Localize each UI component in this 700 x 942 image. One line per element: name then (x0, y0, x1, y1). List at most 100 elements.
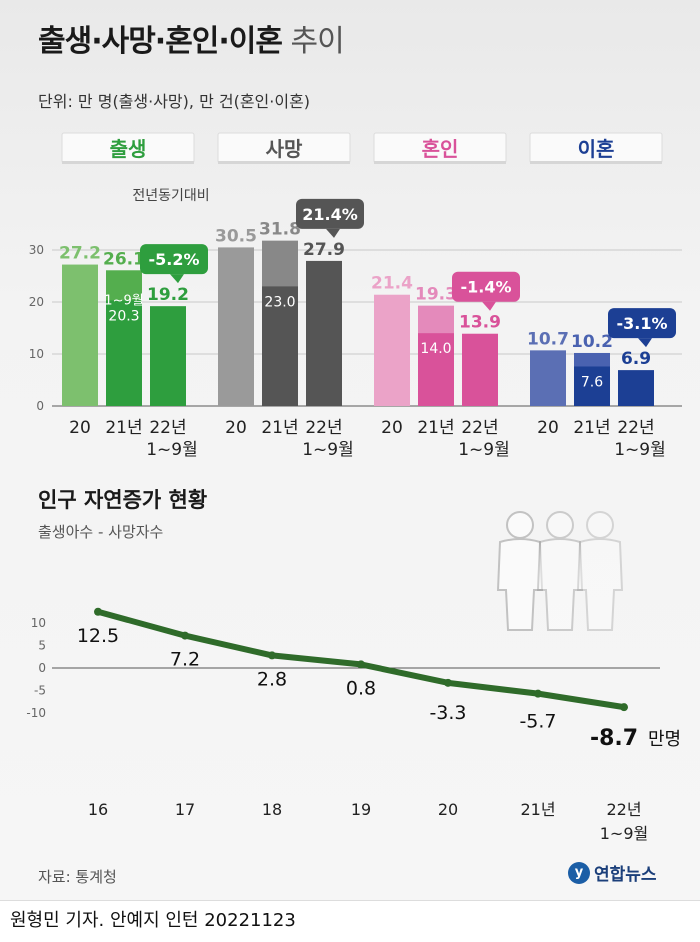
x-tick-label: 21년 (417, 418, 454, 438)
data-label: 12.5 (77, 625, 119, 647)
change-bubble (452, 271, 520, 302)
y-tick-label: 0 (38, 661, 46, 675)
change-bubble (296, 198, 364, 229)
x-tick-label: 20 (537, 418, 559, 438)
bar-sub-label: 23.0 (264, 294, 295, 310)
credit-line: 원형민 기자. 안예지 인턴 20221123 (10, 910, 296, 931)
data-label: 0.8 (346, 677, 376, 699)
group-header-label: 사망 (266, 137, 303, 161)
x-tick-label: 18 (262, 800, 282, 819)
y-tick-label: 10 (29, 347, 44, 361)
data-point (268, 651, 276, 660)
data-label: -8.7 (590, 726, 638, 751)
data-point (620, 703, 628, 712)
data-point (444, 678, 452, 687)
x-tick-label: 21년 (520, 800, 555, 819)
data-point (94, 607, 102, 616)
change-bubble-pointer (482, 301, 496, 311)
x-tick-label: 22년 (617, 418, 654, 438)
group-header-label: 이혼 (578, 137, 615, 161)
x-tick-label: 19 (351, 800, 371, 819)
group-header-label: 출생 (110, 137, 147, 161)
group-header-shadow (218, 161, 350, 164)
page-title: 출생·사망·혼인·이혼 추이 (38, 16, 345, 60)
bar-sub-caption: 1~9월 (104, 293, 143, 308)
data-label: 2.8 (257, 668, 287, 690)
change-label: 21.4% (302, 205, 358, 224)
bar-sub (262, 286, 298, 406)
bar (374, 294, 410, 406)
data-label: 7.2 (170, 649, 200, 671)
x-tick-label: 1~9월 (146, 440, 198, 460)
x-tick-label: 16 (88, 800, 108, 819)
bar-value-label: 21.4 (371, 274, 413, 294)
bar-sub-label: 20.3 (108, 308, 139, 324)
line-chart-ylabel: 출생아수 - 사망자수 (38, 523, 163, 541)
data-label: -3.3 (429, 702, 466, 724)
change-label: -5.2% (148, 250, 199, 269)
group-header-shadow (374, 161, 506, 164)
line-chart-title: 인구 자연증가 현황 (38, 488, 207, 512)
people-icon (496, 511, 544, 631)
group-header-label: 혼인 (422, 137, 459, 161)
x-tick-label: 20 (438, 800, 458, 819)
bar-chart: 0102030출생27.22020.31~9월26.121년19.222년1~9… (29, 132, 682, 460)
y-tick-label: 30 (29, 243, 44, 257)
x-tick-label: 22년 (461, 418, 498, 438)
y-tick-label: 0 (36, 399, 44, 413)
group-header-shadow (62, 161, 194, 164)
data-point (357, 660, 365, 669)
y-tick-label: 5 (38, 639, 46, 653)
yonhap-logo: y 연합뉴스 (568, 860, 657, 885)
bar-sub (574, 366, 610, 406)
x-tick-label: 1~9월 (600, 824, 649, 843)
yoy-caption: 전년동기대비 (132, 188, 209, 204)
bar-sub-label: 7.6 (581, 374, 603, 390)
data-label-unit: 만명 (648, 729, 681, 750)
x-tick-label: 17 (175, 800, 195, 819)
bar-value-label: 27.9 (303, 240, 345, 260)
data-point (534, 689, 542, 698)
y-tick-label: -5 (34, 684, 46, 698)
bar-value-label: 27.2 (59, 244, 101, 264)
source-note: 자료: 통계청 (38, 868, 117, 886)
data-point (181, 631, 189, 640)
x-tick-label: 22년 (305, 418, 342, 438)
data-label: -5.7 (519, 711, 556, 733)
y-tick-label: 10 (31, 616, 46, 630)
x-tick-label: 22년 (149, 418, 186, 438)
change-label: -3.1% (616, 314, 667, 333)
bar (618, 370, 654, 406)
bar-value-label: 26.1 (103, 249, 145, 269)
bar-sub (106, 300, 142, 406)
change-bubble-pointer (326, 228, 340, 238)
x-tick-label: 1~9월 (302, 440, 354, 460)
change-bubble (140, 244, 208, 275)
x-tick-label: 21년 (261, 418, 298, 438)
bar-value-label: 10.2 (571, 332, 613, 352)
x-tick-label: 22년 (606, 800, 641, 819)
people-icon (536, 511, 584, 631)
bar-value-label: 13.9 (459, 313, 501, 333)
footer-bar (0, 900, 700, 942)
change-label: -1.4% (460, 278, 511, 297)
unit-note: 단위: 만 명(출생·사망), 만 건(혼인·이혼) (38, 92, 311, 111)
bar-sub (418, 333, 454, 406)
title-suffix: 추이 (282, 24, 345, 59)
bar-value-label: 10.7 (527, 329, 569, 349)
x-tick-label: 20 (381, 418, 403, 438)
x-tick-label: 21년 (573, 418, 610, 438)
x-tick-label: 21년 (105, 418, 142, 438)
x-tick-label: 1~9월 (458, 440, 510, 460)
bar (218, 247, 254, 406)
change-bubble-pointer (638, 338, 652, 348)
bar-value-label: 19.3 (415, 285, 457, 305)
x-tick-label: 20 (69, 418, 91, 438)
bar (150, 306, 186, 406)
logo-text: 연합뉴스 (594, 865, 657, 885)
bar-sub-label: 14.0 (420, 341, 451, 357)
x-tick-label: 20 (225, 418, 247, 438)
change-bubble (608, 308, 676, 339)
